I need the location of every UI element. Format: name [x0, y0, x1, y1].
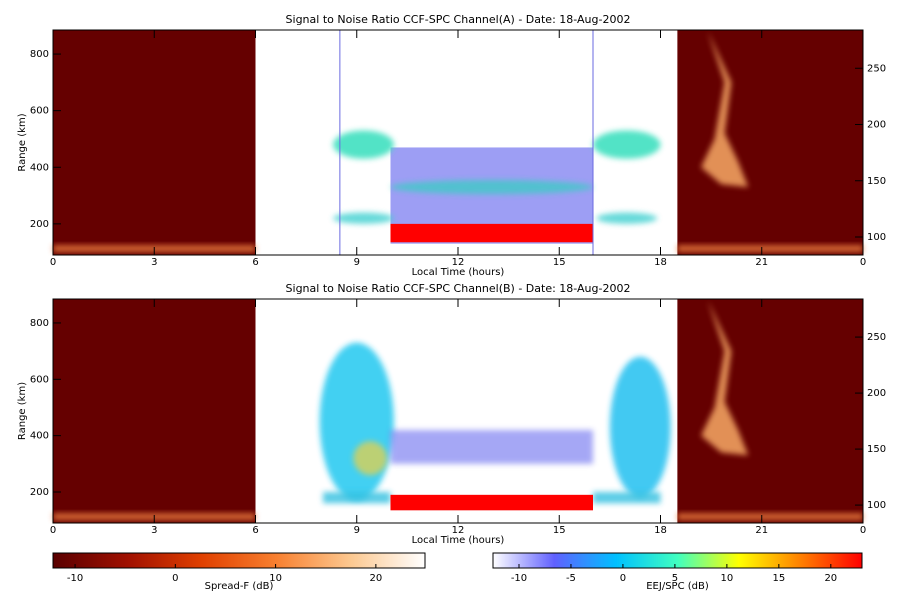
echo-region [390, 494, 593, 511]
colorbar-tick-label: -10 [511, 573, 527, 584]
x-tick-label: 9 [354, 525, 360, 536]
echo-region [677, 299, 863, 523]
colorbar-tick-label: 10 [721, 573, 734, 584]
colorbar-label: EEJ/SPC (dB) [646, 581, 709, 592]
y2-tick-label: 250 [867, 332, 886, 343]
y2-tick-label: 100 [867, 500, 886, 511]
x-tick-label: 18 [654, 525, 667, 536]
y2-tick-label: 250 [867, 63, 886, 74]
plot-area [53, 30, 863, 255]
echo-region [390, 223, 593, 243]
colorbar [492, 552, 863, 569]
y-axis-label: Range (km) [17, 382, 28, 440]
colorbar-tick-label: 0 [172, 573, 178, 584]
echo-region [390, 430, 593, 464]
x-tick-label: 0 [50, 525, 56, 536]
x-tick-label: 6 [252, 257, 258, 268]
echo-region [609, 356, 671, 498]
y-tick-label: 400 [30, 162, 49, 173]
echo-region [593, 130, 661, 159]
chart-title: Signal to Noise Ratio CCF-SPC Channel(B)… [286, 282, 631, 295]
x-tick-label: 0 [860, 525, 866, 536]
y-tick-label: 600 [30, 374, 49, 385]
colorbar-tick-label: 10 [269, 573, 282, 584]
y-axis-label: Range (km) [17, 113, 28, 171]
y2-tick-label: 150 [867, 176, 886, 187]
colorbar-tick-label: 20 [370, 573, 383, 584]
x-tick-label: 21 [755, 257, 768, 268]
x-tick-label: 21 [755, 525, 768, 536]
echo-region [593, 492, 661, 504]
y2-tick-label: 200 [867, 120, 886, 131]
y-tick-label: 600 [30, 106, 49, 117]
plot-area [53, 299, 863, 523]
colorbar-tick-label: 15 [772, 573, 785, 584]
y-tick-label: 800 [30, 318, 49, 329]
x-axis-label: Local Time (hours) [412, 535, 505, 546]
echo-region [53, 299, 256, 523]
echo-region [677, 30, 863, 255]
echo-region [323, 492, 391, 504]
echo-region [596, 212, 658, 224]
x-tick-label: 15 [553, 257, 566, 268]
x-tick-label: 0 [50, 257, 56, 268]
chart-title: Signal to Noise Ratio CCF-SPC Channel(A)… [286, 13, 631, 26]
x-tick-label: 9 [354, 257, 360, 268]
y2-tick-label: 100 [867, 232, 886, 243]
colorbar-tick-label: -5 [566, 573, 576, 584]
echo-region [333, 130, 394, 159]
echo-region [390, 180, 593, 195]
y-tick-label: 200 [30, 219, 49, 230]
x-tick-label: 3 [151, 257, 157, 268]
colorbar-label: Spread-F (dB) [205, 581, 274, 592]
y-tick-label: 200 [30, 487, 49, 498]
y-tick-label: 800 [30, 49, 49, 60]
echo-region [701, 300, 749, 456]
x-tick-label: 15 [553, 525, 566, 536]
y2-tick-label: 150 [867, 444, 886, 455]
echo-region [319, 342, 394, 501]
echo-region [353, 441, 388, 476]
x-tick-label: 6 [252, 525, 258, 536]
echo-region [53, 30, 256, 255]
colorbar-tick-label: 0 [620, 573, 626, 584]
x-tick-label: 12 [452, 525, 465, 536]
echo-region [677, 513, 863, 521]
echo-region [677, 245, 863, 253]
x-tick-label: 3 [151, 525, 157, 536]
x-axis-label: Local Time (hours) [412, 267, 505, 278]
x-tick-label: 18 [654, 257, 667, 268]
x-tick-label: 12 [452, 257, 465, 268]
y2-tick-label: 200 [867, 388, 886, 399]
echo-region [333, 212, 394, 224]
y-tick-label: 400 [30, 431, 49, 442]
colorbar-tick-label: -10 [67, 573, 83, 584]
colorbar [52, 552, 426, 569]
x-tick-label: 0 [860, 257, 866, 268]
colorbar-tick-label: 20 [824, 573, 837, 584]
echo-region [701, 31, 749, 188]
colorbar-tick-label: 5 [672, 573, 678, 584]
